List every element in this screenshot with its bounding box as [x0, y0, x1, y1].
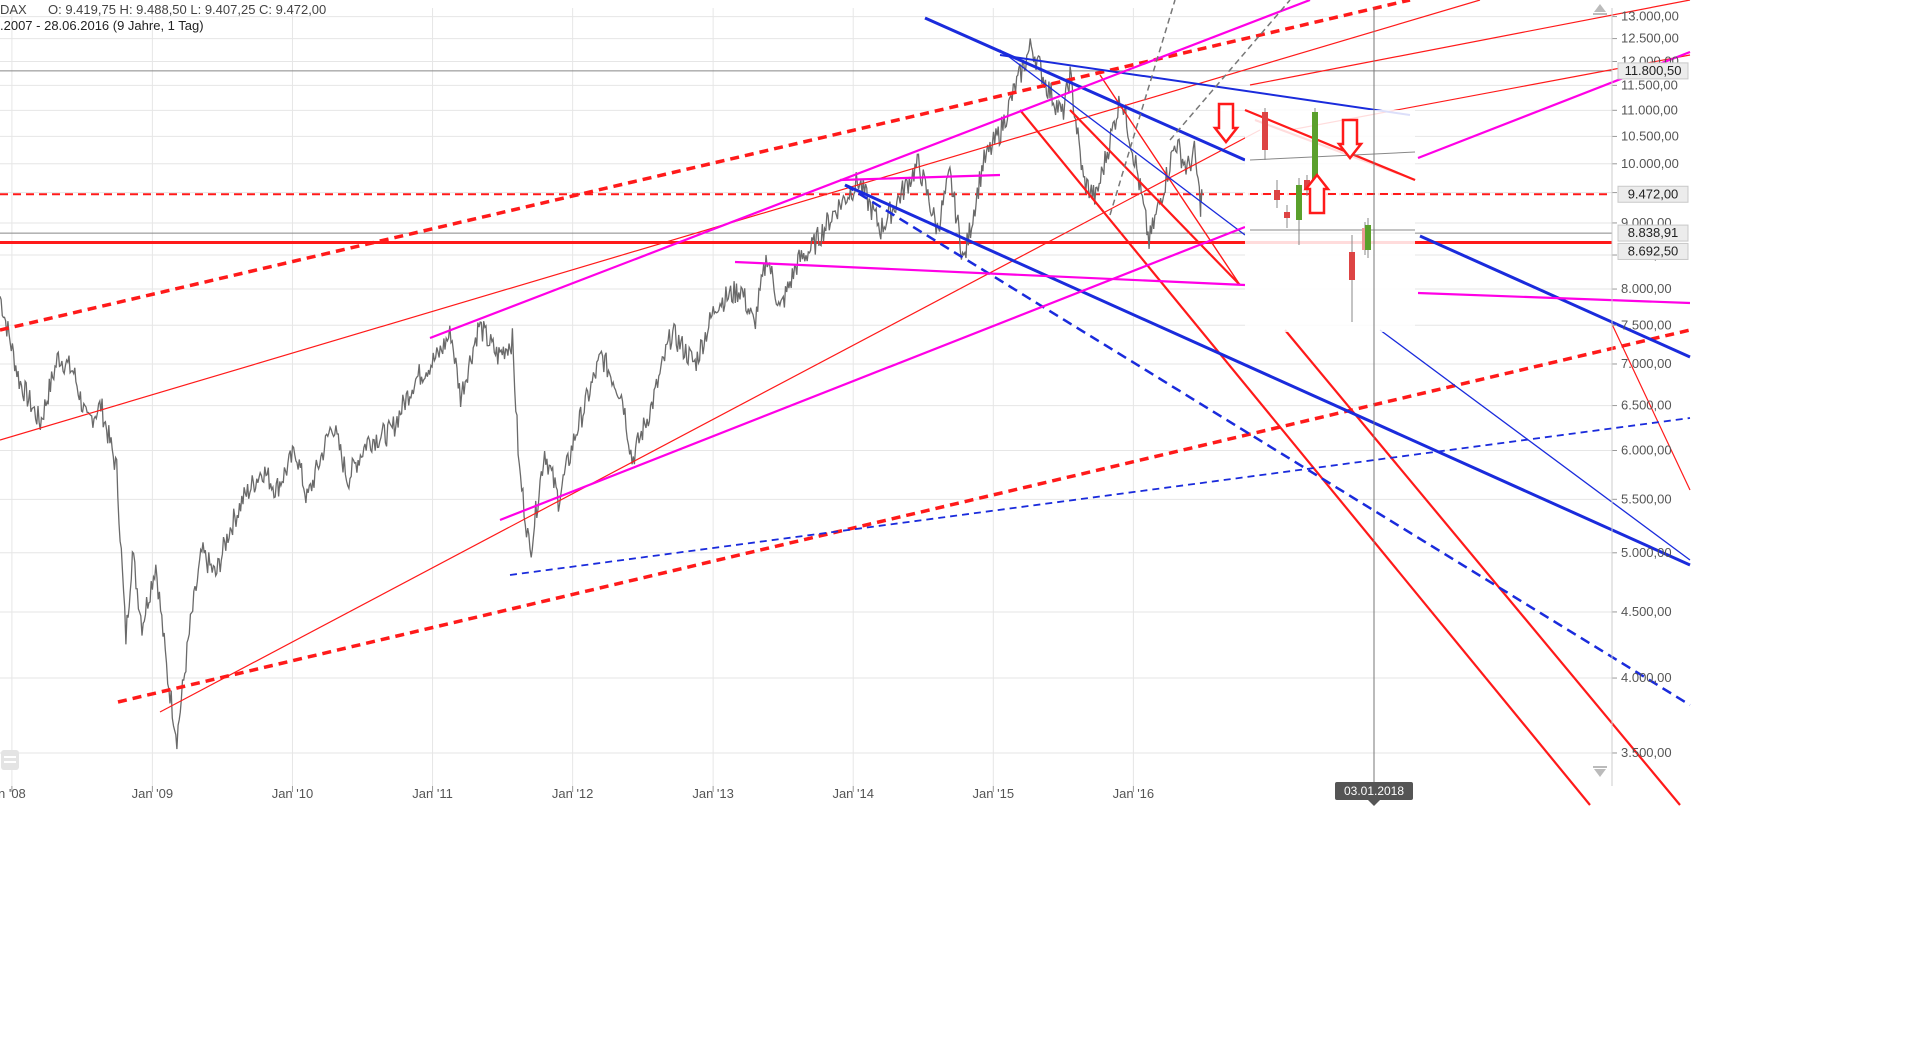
x-tick-label: n '08 [0, 786, 26, 801]
candle-body [1284, 212, 1290, 218]
drawn-trendlines[interactable] [0, 0, 1691, 806]
y-tick-label: 7.000,00 [1621, 356, 1672, 371]
red-trendline[interactable] [1249, 0, 1691, 86]
gray-trendline [1249, 151, 1416, 161]
price-badge-label: 9.472,00 [1628, 186, 1679, 201]
candle-body [1312, 112, 1318, 182]
price-badge [1617, 224, 1689, 242]
y-tick-label: 5.500,00 [1621, 491, 1672, 506]
x-tick-label: Jan '12 [552, 786, 594, 801]
red-trendline[interactable] [0, 0, 1411, 332]
price-badge-label: 11.800,50 [1625, 63, 1682, 78]
y-tick-label: 4.500,00 [1621, 604, 1672, 619]
x-tick-label: Jan '11 [412, 786, 453, 801]
x-tick-label: Jan '16 [1113, 786, 1155, 801]
price-series [0, 38, 1203, 750]
y-tick-label: 12.500,00 [1621, 31, 1679, 46]
triangle-down-icon[interactable] [1593, 766, 1607, 777]
candle-body [1262, 112, 1268, 150]
y-tick-label: 10.500,00 [1621, 128, 1679, 143]
candle-body [1365, 225, 1371, 250]
y-tick-label: 6.500,00 [1621, 398, 1672, 413]
layers-icon[interactable] [1, 750, 19, 770]
y-tick-label: 4.000,00 [1621, 670, 1672, 685]
blue-trendline[interactable] [509, 417, 1691, 576]
crosshair-date-badge: 03.01.2018 [1335, 782, 1413, 806]
x-tick-label: Jan '09 [132, 786, 174, 801]
y-tick-label: 8.000,00 [1621, 281, 1672, 296]
axes: 13.000,0012.500,0012.000,0011.500,0011.0… [0, 8, 1679, 801]
magenta-trendline[interactable] [499, 225, 1246, 522]
blue-trendline[interactable] [1419, 234, 1691, 359]
magenta-trendline[interactable] [839, 173, 1001, 182]
price-badge [1617, 242, 1689, 260]
red-trendline[interactable] [1069, 109, 1241, 286]
price-badge-label: 8.692,50 [1628, 243, 1679, 258]
blue-trendline[interactable] [999, 49, 1246, 236]
candle-body [1349, 252, 1355, 280]
grey-trendline[interactable] [1169, 0, 1291, 141]
price-badge [1617, 62, 1689, 80]
y-tick-label: 10.000,00 [1621, 156, 1679, 171]
blue-trendline[interactable] [924, 16, 1246, 162]
y-tick-label: 7.500,00 [1621, 317, 1672, 332]
red-trendline[interactable] [159, 129, 1261, 713]
crosshair-date-text: 03.01.2018 [1344, 784, 1404, 798]
date-range-label: .2007 - 28.06.2016 (9 Jahre, 1 Tag) [0, 18, 204, 33]
red-trendline[interactable] [1099, 74, 1241, 286]
candle-body [1274, 190, 1280, 200]
projection-box [1245, 110, 1415, 332]
x-tick-label: Jan '10 [272, 786, 314, 801]
red-trendline[interactable] [1019, 109, 1591, 806]
x-tick-label: Jan '13 [692, 786, 734, 801]
outline-arrow-icon [1303, 172, 1331, 215]
blue-trendline[interactable] [1379, 329, 1691, 561]
outline-arrow-icon [1212, 102, 1240, 145]
outline-arrow-icon [1336, 118, 1364, 161]
price-badge [1617, 185, 1689, 203]
triangle-up-icon[interactable] [1593, 4, 1607, 15]
y-tick-label: 3.500,00 [1621, 745, 1672, 760]
y-tick-label: 5.000,00 [1621, 545, 1672, 560]
magenta-trendline[interactable] [1417, 291, 1691, 305]
candle-body [1296, 185, 1302, 220]
projection-panel [1212, 102, 1416, 332]
dax-price-line [0, 38, 1203, 750]
candle-body [1304, 180, 1310, 190]
red-trendline [1244, 108, 1416, 182]
blue-trendline[interactable] [844, 183, 1691, 567]
y-tick-label: 6.000,00 [1621, 442, 1672, 457]
red-trendline[interactable] [1609, 319, 1691, 491]
blue-trendline[interactable] [844, 183, 1691, 707]
y-tick-label: 11.500,00 [1621, 77, 1678, 92]
price-badges: 11.800,50 9.472,00 8.838,91 8.692,50 [1617, 62, 1689, 260]
y-tick-label: 11.000,00 [1621, 102, 1678, 117]
x-tick-label: Jan '14 [832, 786, 874, 801]
magenta-trendline[interactable] [429, 0, 1311, 340]
y-tick-label: 13.000,00 [1621, 9, 1679, 24]
red-trendline[interactable] [1284, 329, 1681, 806]
ohlc-readout: O: 9.419,75 H: 9.488,50 L: 9.407,25 C: 9… [48, 2, 326, 17]
price-badge-label: 8.838,91 [1628, 225, 1679, 240]
grid [0, 8, 1612, 786]
grey-trendline[interactable] [1109, 0, 1176, 216]
x-tick-label: Jan '15 [973, 786, 1015, 801]
blue-trendline[interactable] [999, 54, 1411, 116]
magenta-trendline[interactable] [734, 260, 1246, 287]
symbol-label: DAX [0, 2, 27, 17]
